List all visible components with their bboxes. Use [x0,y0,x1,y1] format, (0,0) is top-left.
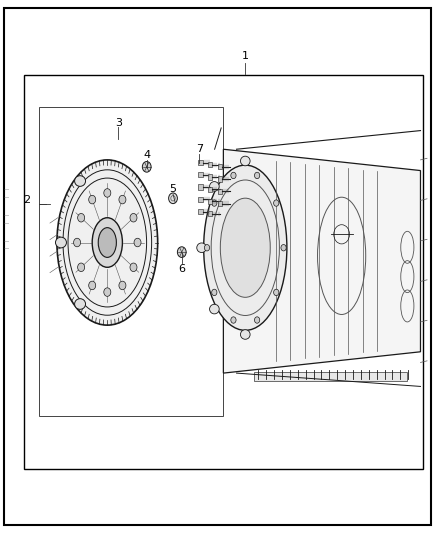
Circle shape [119,281,126,290]
Circle shape [254,317,260,323]
Bar [218,189,222,194]
Bar [208,174,212,180]
Text: ---: --- [4,221,10,226]
Bar [208,187,212,192]
Circle shape [78,213,85,222]
Ellipse shape [204,165,287,330]
Bar [218,201,222,206]
Bar [218,164,222,169]
Circle shape [212,200,217,206]
Bar [254,372,407,381]
Text: 7: 7 [196,144,203,154]
Ellipse shape [74,176,85,187]
Circle shape [74,238,81,247]
Ellipse shape [92,217,123,267]
Circle shape [254,172,260,179]
Text: 4: 4 [143,150,150,159]
Bar [24,75,423,469]
Circle shape [231,317,236,323]
Text: ---: --- [4,239,10,244]
Circle shape [281,245,286,251]
Text: 1: 1 [242,51,249,61]
Circle shape [274,289,279,296]
Ellipse shape [57,160,158,325]
Circle shape [119,195,126,204]
Polygon shape [223,149,420,373]
Circle shape [274,200,279,206]
Ellipse shape [240,330,250,340]
Ellipse shape [56,237,67,248]
Ellipse shape [197,243,206,253]
Circle shape [130,213,137,222]
Circle shape [104,189,111,197]
Bar [198,184,203,190]
Circle shape [177,247,186,257]
Circle shape [88,195,96,204]
Bar [208,211,212,216]
Circle shape [205,245,210,251]
Circle shape [212,289,217,296]
Circle shape [88,281,95,290]
Circle shape [104,288,111,296]
Circle shape [78,263,85,271]
Text: 6: 6 [178,264,185,274]
Text: ---: --- [4,188,10,193]
Ellipse shape [209,304,219,314]
Circle shape [142,161,151,172]
Ellipse shape [240,156,250,166]
Ellipse shape [74,298,85,309]
Bar [198,172,203,177]
Text: ---: --- [4,213,10,219]
Ellipse shape [220,198,270,297]
Bar [198,197,203,202]
Text: 2: 2 [24,195,31,205]
Ellipse shape [98,228,117,257]
Circle shape [231,172,236,179]
Bar [208,199,212,204]
Bar [198,209,203,214]
Text: 3: 3 [115,118,122,127]
Text: ---: --- [4,195,10,200]
Text: 5: 5 [170,184,177,194]
Bar [39,107,223,416]
Circle shape [130,263,137,272]
Ellipse shape [209,182,219,191]
Bar [218,176,222,182]
Circle shape [169,193,177,204]
Bar [208,162,212,167]
Bar [198,160,203,165]
Circle shape [134,238,141,247]
Text: ---: --- [4,246,10,252]
